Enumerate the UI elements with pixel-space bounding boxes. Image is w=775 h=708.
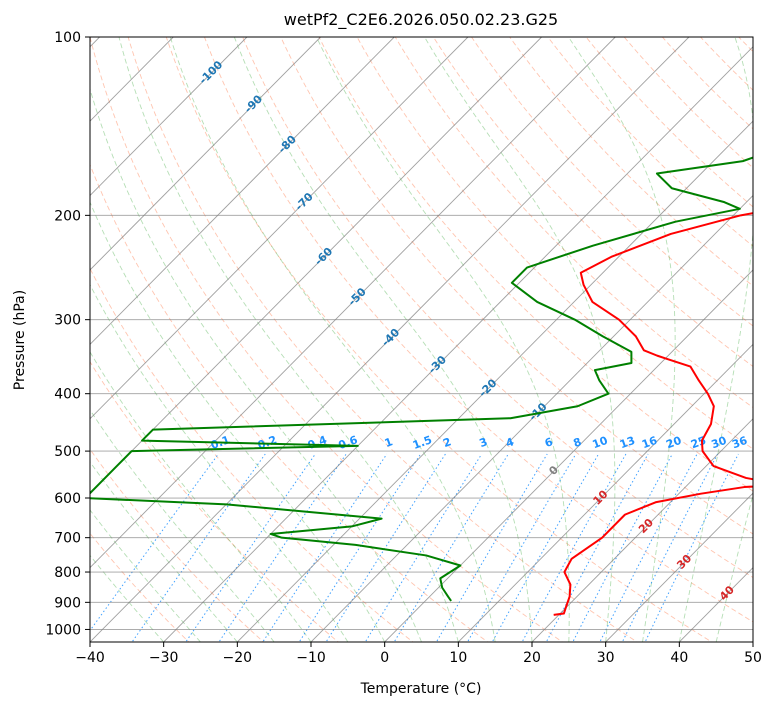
y-tick-label: 400 bbox=[54, 387, 81, 403]
dry-adiabat bbox=[394, 37, 753, 409]
mixing-ratio-label: 13 bbox=[618, 434, 637, 451]
dry-adiabat bbox=[280, 37, 753, 535]
isotherm-line bbox=[90, 37, 616, 569]
x-tick-label: 40 bbox=[670, 650, 688, 666]
mixing-ratio-label: 16 bbox=[640, 434, 659, 452]
mixing-ratio-label: 10 bbox=[591, 434, 610, 452]
series bbox=[90, 156, 753, 616]
y-axis: 100 200 300 400 500 600 700 800 900 1000 bbox=[45, 30, 90, 638]
moist-adiabat bbox=[678, 37, 753, 642]
isotherm-line bbox=[90, 37, 542, 494]
mixing-ratio-label: 30 bbox=[710, 434, 729, 452]
plot-background bbox=[90, 37, 753, 642]
moist-adiabat bbox=[90, 409, 275, 642]
x-tick-label: −10 bbox=[296, 650, 326, 666]
dry-adiabat bbox=[90, 267, 414, 642]
y-tick-label: 800 bbox=[54, 565, 81, 581]
dry-adiabat bbox=[432, 37, 753, 368]
isotherm-line bbox=[531, 418, 753, 642]
mixing-ratio-line bbox=[521, 453, 627, 642]
x-tick-label: −20 bbox=[223, 650, 253, 666]
mixing-ratio-line bbox=[435, 453, 548, 642]
dry-adiabat bbox=[90, 163, 489, 642]
x-tick-label: 0 bbox=[380, 650, 389, 666]
isotherm-line bbox=[90, 37, 469, 420]
mixing-ratio-label: 6 bbox=[543, 435, 555, 450]
y-tick-label: 900 bbox=[54, 595, 81, 611]
chart-title: wetPf2_C2E6.2026.050.02.23.G25 bbox=[284, 10, 558, 30]
x-axis-label: Temperature (°C) bbox=[360, 681, 482, 697]
moist-adiabat bbox=[90, 461, 238, 642]
isotherm-line bbox=[605, 492, 753, 642]
isotherm-line bbox=[163, 46, 753, 642]
moist-adiabat bbox=[90, 283, 349, 642]
temperature-line bbox=[553, 212, 753, 616]
moist-adiabat bbox=[715, 492, 753, 642]
mixing-ratio-line bbox=[185, 453, 316, 642]
moist-adiabat bbox=[568, 37, 676, 642]
y-axis-label: Pressure (hPa) bbox=[12, 290, 28, 390]
dry-adiabat bbox=[585, 37, 753, 208]
moist-adiabat bbox=[233, 37, 533, 642]
isotherm-line bbox=[90, 37, 248, 197]
mixing-ratio-label: 1 bbox=[383, 435, 395, 450]
dry-adiabat bbox=[127, 37, 638, 642]
x-tick-label: −40 bbox=[75, 650, 105, 666]
mixing-ratio-label: 8 bbox=[572, 435, 584, 450]
dry-adiabat bbox=[242, 37, 753, 579]
x-tick-label: −30 bbox=[149, 650, 179, 666]
mixing-ratio-label: 36 bbox=[730, 434, 749, 452]
moist-adiabat bbox=[90, 201, 386, 642]
mixing-ratio-line bbox=[298, 453, 422, 642]
x-axis: −40 −30 −20 −10 0 10 20 30 40 50 bbox=[75, 642, 762, 666]
dry-adiabat bbox=[356, 37, 753, 450]
x-tick-label: 50 bbox=[744, 650, 762, 666]
isotherm-line bbox=[384, 269, 753, 642]
x-tick-label: 30 bbox=[597, 650, 615, 666]
x-tick-label: 20 bbox=[523, 650, 541, 666]
x-tick-label: 10 bbox=[449, 650, 467, 666]
isotherm-line bbox=[458, 343, 753, 642]
mixing-ratio-label: 1.5 bbox=[411, 433, 434, 452]
isotherm-line bbox=[90, 37, 395, 345]
mixing-ratio-label: 4 bbox=[504, 435, 516, 450]
moist-adiabat bbox=[169, 37, 496, 642]
mixing-ratio-line bbox=[466, 453, 577, 642]
isotherm-line bbox=[90, 37, 321, 271]
y-tick-label: 500 bbox=[54, 444, 81, 460]
plot-frame bbox=[89, 36, 754, 643]
y-tick-label: 100 bbox=[54, 30, 81, 46]
dry-adiabat bbox=[90, 448, 265, 642]
dewpoint-line bbox=[90, 156, 753, 602]
moist-adiabat bbox=[118, 37, 459, 642]
dry-adiabat bbox=[90, 532, 190, 642]
y-tick-label: 200 bbox=[54, 208, 81, 224]
y-tick-label: 700 bbox=[54, 531, 81, 547]
isotherm-line bbox=[237, 120, 753, 642]
mixing-ratio-line bbox=[545, 453, 649, 642]
mixing-ratio-line bbox=[393, 453, 509, 642]
mixing-ratio-line bbox=[90, 453, 219, 632]
y-tick-label: 1000 bbox=[45, 622, 81, 638]
y-tick-label: 300 bbox=[54, 313, 81, 329]
mixing-ratio-line bbox=[491, 453, 599, 642]
mixing-ratio-line bbox=[644, 453, 739, 642]
mixing-ratio-line bbox=[364, 453, 483, 642]
mixing-ratio-line bbox=[131, 453, 266, 642]
background-lines bbox=[90, 37, 753, 642]
dry-adiabat bbox=[509, 37, 753, 287]
mixing-ratio-label: 20 bbox=[664, 434, 683, 452]
mixing-ratio-label: 0.6 bbox=[337, 433, 360, 452]
isotherm-line bbox=[90, 37, 690, 642]
mixing-ratio-label: 2 bbox=[441, 435, 453, 450]
mixing-ratio-label: 3 bbox=[478, 435, 490, 450]
y-tick-label: 600 bbox=[54, 491, 81, 507]
moist-adiabat bbox=[424, 37, 616, 642]
dry-adiabat bbox=[90, 37, 564, 642]
